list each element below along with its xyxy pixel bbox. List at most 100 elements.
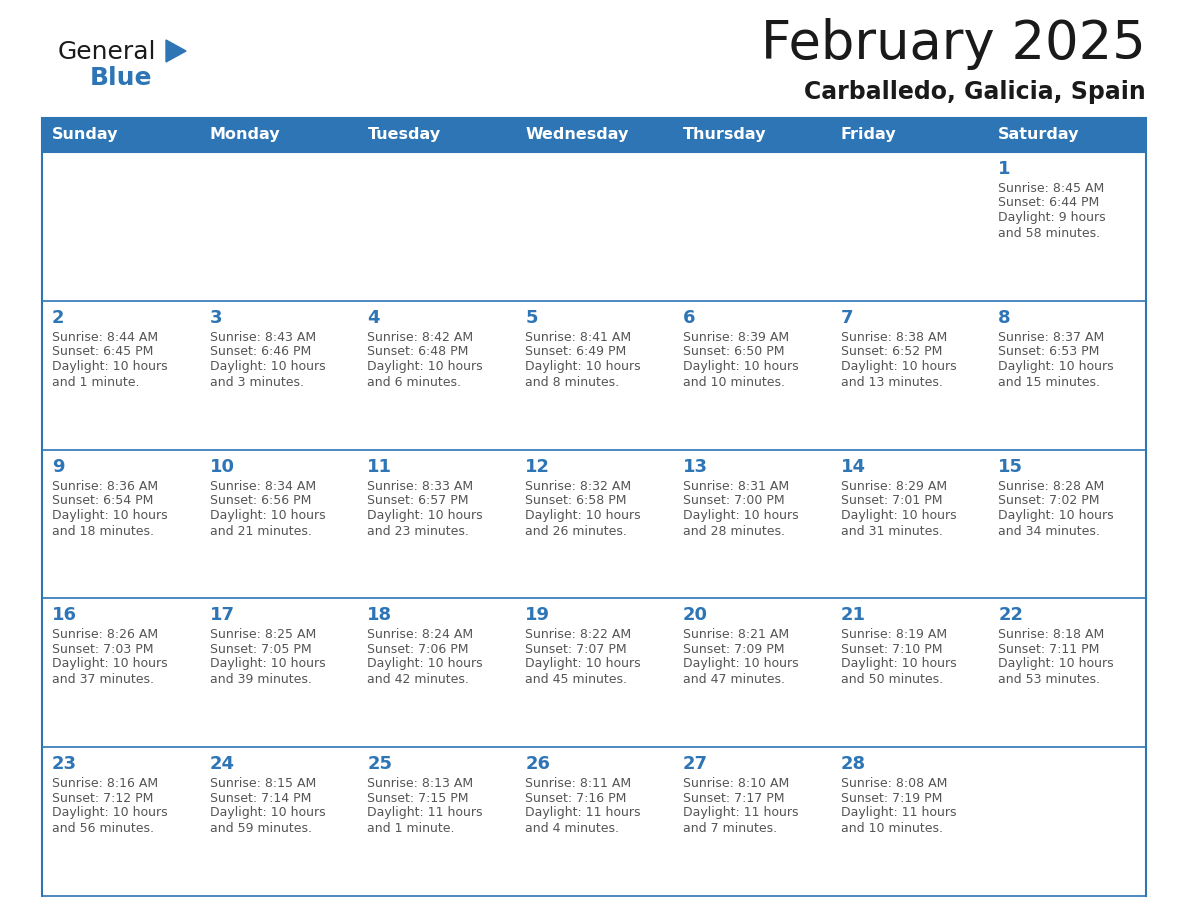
Text: Sunrise: 8:33 AM: Sunrise: 8:33 AM [367,479,474,493]
Text: Daylight: 10 hours
and 53 minutes.: Daylight: 10 hours and 53 minutes. [998,657,1114,687]
Text: Daylight: 10 hours
and 31 minutes.: Daylight: 10 hours and 31 minutes. [841,509,956,538]
Text: Sunrise: 8:36 AM: Sunrise: 8:36 AM [52,479,158,493]
Text: Sunrise: 8:37 AM: Sunrise: 8:37 AM [998,330,1105,344]
Text: 24: 24 [210,756,235,773]
Text: Sunrise: 8:39 AM: Sunrise: 8:39 AM [683,330,789,344]
Text: February 2025: February 2025 [762,18,1146,70]
Text: Sunrise: 8:21 AM: Sunrise: 8:21 AM [683,629,789,642]
Text: 10: 10 [210,457,235,476]
Text: Sunrise: 8:34 AM: Sunrise: 8:34 AM [210,479,316,493]
Text: 9: 9 [52,457,64,476]
Text: Sunrise: 8:31 AM: Sunrise: 8:31 AM [683,479,789,493]
Text: Sunset: 6:49 PM: Sunset: 6:49 PM [525,345,626,358]
Text: Sunset: 6:54 PM: Sunset: 6:54 PM [52,494,153,507]
Text: 25: 25 [367,756,392,773]
Text: Sunset: 6:57 PM: Sunset: 6:57 PM [367,494,469,507]
Text: Sunrise: 8:13 AM: Sunrise: 8:13 AM [367,778,474,790]
Text: Sunrise: 8:38 AM: Sunrise: 8:38 AM [841,330,947,344]
Text: 26: 26 [525,756,550,773]
Text: 28: 28 [841,756,866,773]
Text: 22: 22 [998,607,1023,624]
Text: Sunset: 6:44 PM: Sunset: 6:44 PM [998,196,1100,209]
Text: Sunset: 7:03 PM: Sunset: 7:03 PM [52,643,153,655]
Text: 6: 6 [683,308,695,327]
Text: Sunrise: 8:18 AM: Sunrise: 8:18 AM [998,629,1105,642]
Text: Sunset: 7:11 PM: Sunset: 7:11 PM [998,643,1100,655]
Text: Daylight: 10 hours
and 59 minutes.: Daylight: 10 hours and 59 minutes. [210,806,326,835]
Text: Sunset: 7:06 PM: Sunset: 7:06 PM [367,643,469,655]
Text: Daylight: 9 hours
and 58 minutes.: Daylight: 9 hours and 58 minutes. [998,211,1106,240]
Text: Daylight: 11 hours
and 10 minutes.: Daylight: 11 hours and 10 minutes. [841,806,956,835]
Text: Daylight: 10 hours
and 47 minutes.: Daylight: 10 hours and 47 minutes. [683,657,798,687]
Text: 12: 12 [525,457,550,476]
Text: 11: 11 [367,457,392,476]
Text: Sunrise: 8:29 AM: Sunrise: 8:29 AM [841,479,947,493]
Text: Saturday: Saturday [998,128,1080,142]
Text: Sunrise: 8:43 AM: Sunrise: 8:43 AM [210,330,316,344]
Text: Daylight: 10 hours
and 13 minutes.: Daylight: 10 hours and 13 minutes. [841,360,956,389]
Text: 20: 20 [683,607,708,624]
Text: Sunrise: 8:15 AM: Sunrise: 8:15 AM [210,778,316,790]
Text: Sunset: 6:48 PM: Sunset: 6:48 PM [367,345,469,358]
Text: 21: 21 [841,607,866,624]
Text: 14: 14 [841,457,866,476]
Text: Thursday: Thursday [683,128,766,142]
Text: Monday: Monday [210,128,280,142]
Text: Daylight: 10 hours
and 56 minutes.: Daylight: 10 hours and 56 minutes. [52,806,168,835]
Text: Sunrise: 8:26 AM: Sunrise: 8:26 AM [52,629,158,642]
Text: 3: 3 [210,308,222,327]
Text: Sunset: 7:14 PM: Sunset: 7:14 PM [210,791,311,805]
Text: Sunset: 7:17 PM: Sunset: 7:17 PM [683,791,784,805]
Text: 16: 16 [52,607,77,624]
Text: 23: 23 [52,756,77,773]
Text: Sunset: 7:09 PM: Sunset: 7:09 PM [683,643,784,655]
Text: 4: 4 [367,308,380,327]
Text: Sunset: 6:45 PM: Sunset: 6:45 PM [52,345,153,358]
Text: 8: 8 [998,308,1011,327]
Text: Daylight: 11 hours
and 1 minute.: Daylight: 11 hours and 1 minute. [367,806,484,835]
Text: Sunset: 6:50 PM: Sunset: 6:50 PM [683,345,784,358]
Text: Sunrise: 8:22 AM: Sunrise: 8:22 AM [525,629,631,642]
Text: Daylight: 10 hours
and 23 minutes.: Daylight: 10 hours and 23 minutes. [367,509,484,538]
Text: 1: 1 [998,160,1011,178]
Text: Daylight: 10 hours
and 1 minute.: Daylight: 10 hours and 1 minute. [52,360,168,389]
Text: Sunset: 7:19 PM: Sunset: 7:19 PM [841,791,942,805]
Text: Daylight: 10 hours
and 37 minutes.: Daylight: 10 hours and 37 minutes. [52,657,168,687]
Text: Tuesday: Tuesday [367,128,441,142]
Text: Sunset: 6:56 PM: Sunset: 6:56 PM [210,494,311,507]
Text: Sunrise: 8:41 AM: Sunrise: 8:41 AM [525,330,631,344]
Text: Daylight: 10 hours
and 6 minutes.: Daylight: 10 hours and 6 minutes. [367,360,484,389]
Text: Sunrise: 8:25 AM: Sunrise: 8:25 AM [210,629,316,642]
Text: Sunrise: 8:10 AM: Sunrise: 8:10 AM [683,778,789,790]
Text: Daylight: 10 hours
and 21 minutes.: Daylight: 10 hours and 21 minutes. [210,509,326,538]
Text: Sunset: 6:46 PM: Sunset: 6:46 PM [210,345,311,358]
Text: Sunset: 6:53 PM: Sunset: 6:53 PM [998,345,1100,358]
Text: Daylight: 11 hours
and 7 minutes.: Daylight: 11 hours and 7 minutes. [683,806,798,835]
Text: Friday: Friday [841,128,896,142]
Text: 19: 19 [525,607,550,624]
Text: Sunrise: 8:32 AM: Sunrise: 8:32 AM [525,479,631,493]
Text: Daylight: 10 hours
and 45 minutes.: Daylight: 10 hours and 45 minutes. [525,657,640,687]
Text: Sunset: 7:10 PM: Sunset: 7:10 PM [841,643,942,655]
Bar [42,118,1146,152]
Text: Sunset: 7:16 PM: Sunset: 7:16 PM [525,791,626,805]
Text: 7: 7 [841,308,853,327]
Text: Daylight: 10 hours
and 34 minutes.: Daylight: 10 hours and 34 minutes. [998,509,1114,538]
Text: Daylight: 10 hours
and 42 minutes.: Daylight: 10 hours and 42 minutes. [367,657,484,687]
Text: Sunrise: 8:44 AM: Sunrise: 8:44 AM [52,330,158,344]
Text: Sunset: 7:12 PM: Sunset: 7:12 PM [52,791,153,805]
Text: Daylight: 11 hours
and 4 minutes.: Daylight: 11 hours and 4 minutes. [525,806,640,835]
Text: Sunrise: 8:19 AM: Sunrise: 8:19 AM [841,629,947,642]
Text: Sunset: 6:52 PM: Sunset: 6:52 PM [841,345,942,358]
Text: Sunset: 7:15 PM: Sunset: 7:15 PM [367,791,469,805]
Text: Daylight: 10 hours
and 39 minutes.: Daylight: 10 hours and 39 minutes. [210,657,326,687]
Text: Daylight: 10 hours
and 18 minutes.: Daylight: 10 hours and 18 minutes. [52,509,168,538]
Text: 15: 15 [998,457,1023,476]
Text: Daylight: 10 hours
and 8 minutes.: Daylight: 10 hours and 8 minutes. [525,360,640,389]
Bar [42,152,1146,896]
Text: Sunset: 7:02 PM: Sunset: 7:02 PM [998,494,1100,507]
Text: Daylight: 10 hours
and 28 minutes.: Daylight: 10 hours and 28 minutes. [683,509,798,538]
Text: Sunset: 7:07 PM: Sunset: 7:07 PM [525,643,627,655]
Text: Sunrise: 8:24 AM: Sunrise: 8:24 AM [367,629,474,642]
Text: Sunset: 7:00 PM: Sunset: 7:00 PM [683,494,784,507]
